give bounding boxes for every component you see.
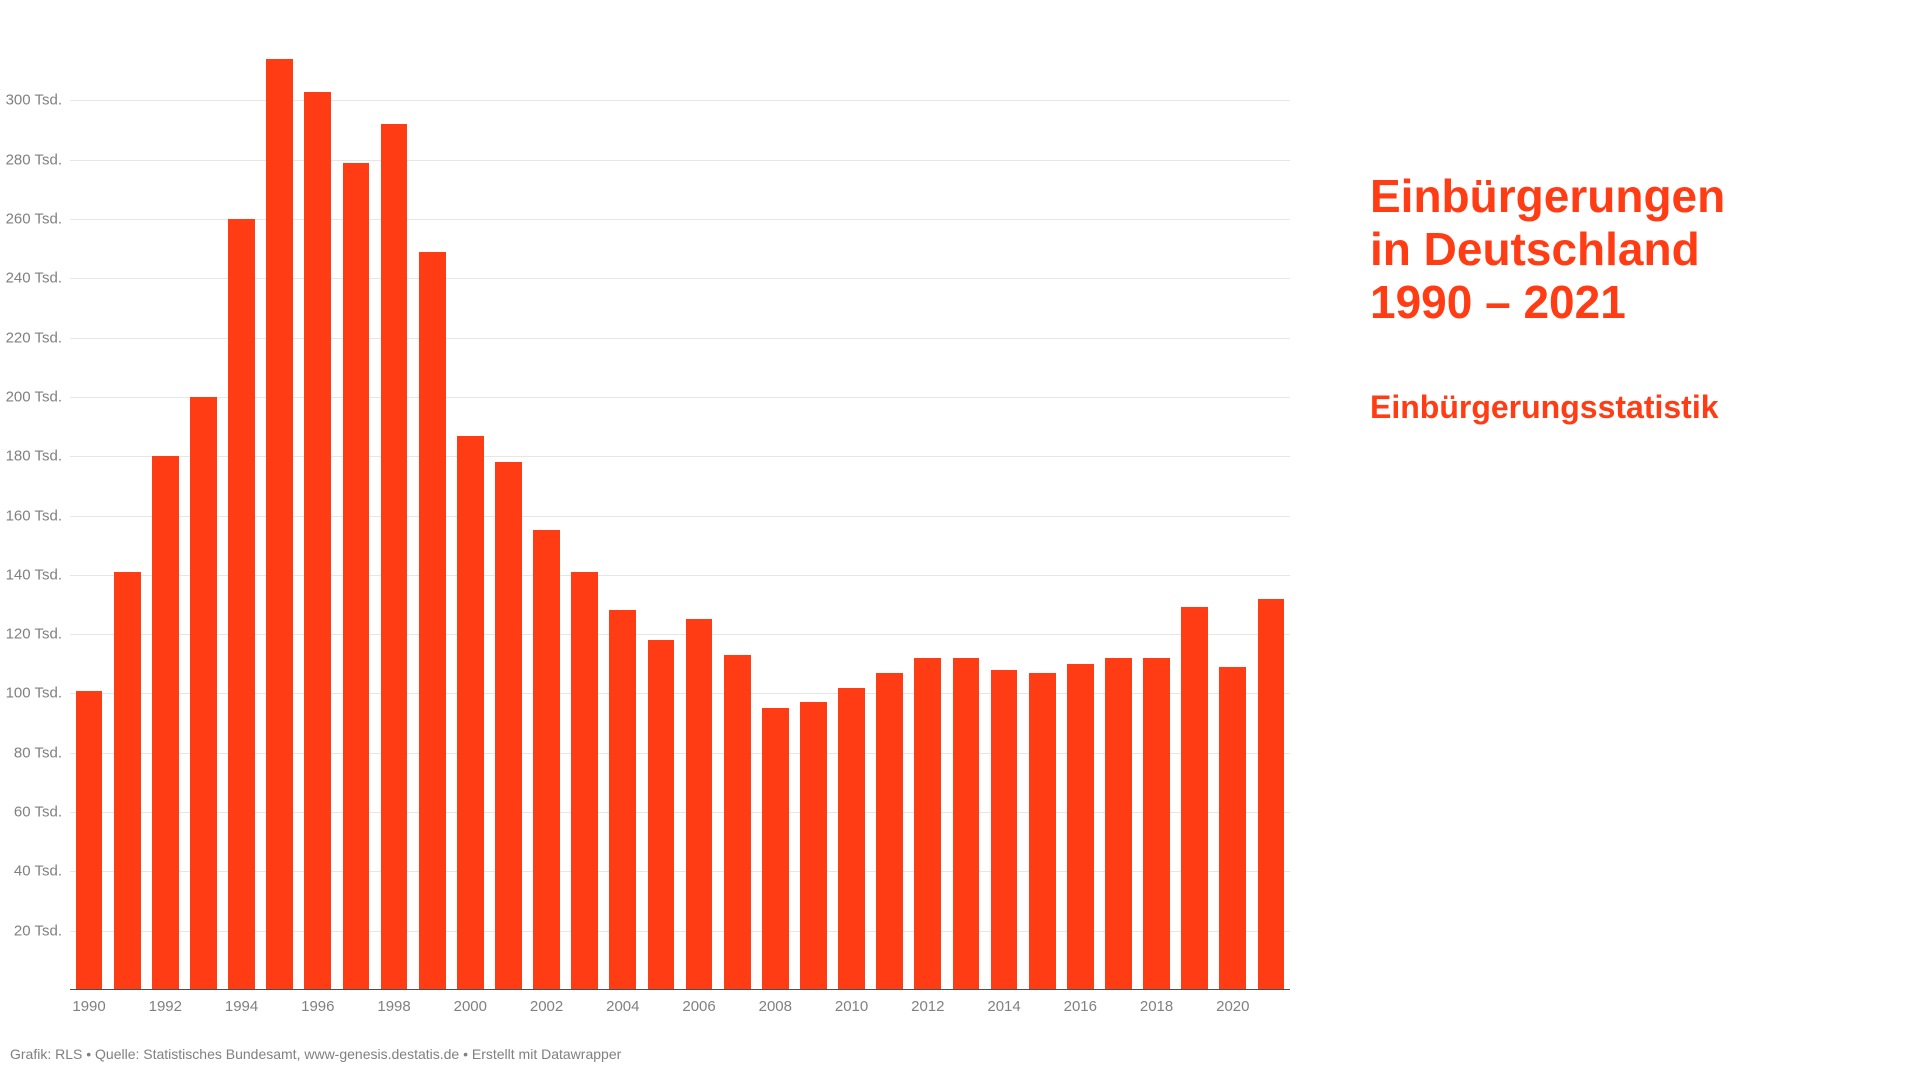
bar — [533, 530, 560, 990]
y-tick-label: 220 Tsd. — [6, 329, 62, 346]
page: 20 Tsd. 40 Tsd. 60 Tsd. 80 Tsd. 100 Tsd. 120 … — [0, 0, 1920, 1080]
bar — [1181, 607, 1208, 990]
bar — [876, 673, 903, 990]
bar — [1143, 658, 1170, 990]
bar — [419, 252, 446, 990]
y-tick-label: 200 Tsd. — [6, 388, 62, 405]
x-tick-label: 2008 — [759, 998, 792, 1015]
x-tick-label: 2002 — [530, 998, 563, 1015]
chart-title: Einbürgerungen in Deutschland 1990 – 202… — [1370, 170, 1725, 329]
x-tick-label: 1990 — [72, 998, 105, 1015]
bar — [228, 219, 255, 990]
y-tick-label: 160 Tsd. — [6, 507, 62, 524]
bar — [991, 670, 1018, 990]
bar — [686, 619, 713, 990]
y-tick-label: 260 Tsd. — [6, 211, 62, 228]
bar — [1219, 667, 1246, 990]
x-tick-label: 1994 — [225, 998, 258, 1015]
bar — [495, 462, 522, 990]
x-tick-label: 2014 — [987, 998, 1020, 1015]
x-tick-label: 2018 — [1140, 998, 1173, 1015]
bar — [800, 702, 827, 990]
bar — [304, 92, 331, 990]
bar-chart: 20 Tsd.40 Tsd.60 Tsd.80 Tsd.100 Tsd.120 … — [70, 50, 1290, 990]
x-tick-label: 2006 — [682, 998, 715, 1015]
x-tick-label: 2012 — [911, 998, 944, 1015]
y-tick-label: 140 Tsd. — [6, 566, 62, 583]
bars-group — [70, 50, 1290, 990]
bar — [914, 658, 941, 990]
bar — [953, 658, 980, 990]
x-tick-label: 1998 — [377, 998, 410, 1015]
bar — [457, 436, 484, 991]
bar — [190, 397, 217, 990]
x-tick-label: 2004 — [606, 998, 639, 1015]
bar — [266, 59, 293, 990]
bar — [1105, 658, 1132, 990]
bar — [152, 456, 179, 990]
x-axis-baseline — [70, 989, 1290, 990]
x-tick-label: 2010 — [835, 998, 868, 1015]
bar — [724, 655, 751, 990]
bar — [1029, 673, 1056, 990]
title-line-1: Einbürgerungen — [1370, 170, 1725, 222]
bar — [609, 610, 636, 990]
y-tick-label: 60 Tsd. — [14, 804, 62, 821]
bar — [343, 163, 370, 990]
plot-region: 20 Tsd.40 Tsd.60 Tsd.80 Tsd.100 Tsd.120 … — [70, 50, 1290, 990]
chart-subtitle: Einbürgerungsstatistik — [1370, 389, 1725, 426]
y-tick-label: 180 Tsd. — [6, 448, 62, 465]
y-tick-label: 280 Tsd. — [6, 151, 62, 168]
bar — [1258, 599, 1285, 990]
bar — [76, 691, 103, 990]
x-tick-label: 2000 — [454, 998, 487, 1015]
y-tick-label: 300 Tsd. — [6, 92, 62, 109]
x-tick-label: 2016 — [1064, 998, 1097, 1015]
bar — [648, 640, 675, 990]
footer-source: Grafik: RLS • Quelle: Statistisches Bund… — [10, 1046, 621, 1062]
title-block: Einbürgerungen in Deutschland 1990 – 202… — [1370, 170, 1725, 426]
bar — [571, 572, 598, 990]
bar — [762, 708, 789, 990]
y-tick-label: 240 Tsd. — [6, 270, 62, 287]
y-tick-label: 80 Tsd. — [14, 744, 62, 761]
y-tick-label: 20 Tsd. — [14, 922, 62, 939]
bar — [1067, 664, 1094, 990]
bar — [838, 688, 865, 990]
x-tick-label: 1996 — [301, 998, 334, 1015]
y-tick-label: 100 Tsd. — [6, 685, 62, 702]
x-tick-label: 1992 — [149, 998, 182, 1015]
y-tick-label: 40 Tsd. — [14, 863, 62, 880]
title-line-3: 1990 – 2021 — [1370, 276, 1626, 328]
y-tick-label: 120 Tsd. — [6, 626, 62, 643]
title-line-2: in Deutschland — [1370, 223, 1700, 275]
x-tick-label: 2020 — [1216, 998, 1249, 1015]
bar — [114, 572, 141, 990]
bar — [381, 124, 408, 990]
